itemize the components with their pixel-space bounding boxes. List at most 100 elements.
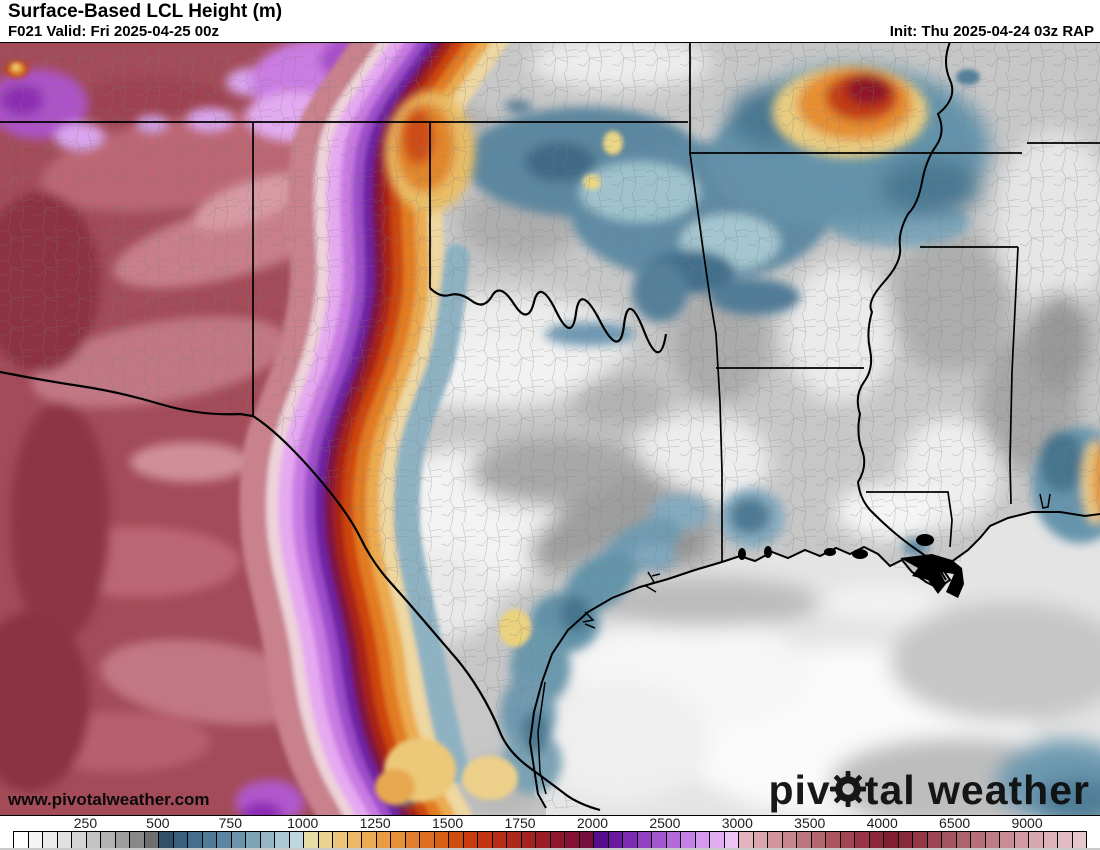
colorbar-cell — [884, 832, 899, 848]
legend-bottom-strip — [0, 848, 1100, 850]
colorbar-cell — [797, 832, 812, 848]
colorbar-cell — [840, 832, 855, 848]
colorbar-cell — [217, 832, 232, 848]
colorbar-cell — [724, 832, 739, 848]
colorbar-cell — [492, 832, 507, 848]
colorbar-cell — [362, 832, 377, 848]
colorbar-cell — [971, 832, 986, 848]
colorbar-cell — [942, 832, 957, 848]
colorbar-cell — [637, 832, 652, 848]
colorbar-cell — [782, 832, 797, 848]
colorbar-tick-label: 250 — [73, 815, 98, 831]
colorbar-cell — [449, 832, 464, 848]
colorbar-cell — [434, 832, 449, 848]
colorbar-tick-label: 1000 — [287, 815, 319, 831]
colorbar-tick-label: 2500 — [649, 815, 681, 831]
colorbar-cell — [115, 832, 130, 848]
map-border — [0, 42, 1100, 43]
model-init-label: Init: Thu 2025-04-24 03z RAP — [889, 23, 1094, 40]
colorbar-cell — [652, 832, 667, 848]
colorbar-cell — [188, 832, 203, 848]
colorbar-cell — [869, 832, 884, 848]
logo-text-before: piv — [768, 767, 831, 813]
colorbar-tick-label: 1250 — [359, 815, 391, 831]
colorbar-cell — [318, 832, 333, 848]
colorbar-cell — [710, 832, 725, 848]
colorbar-cell — [376, 832, 391, 848]
colorbar-cell — [594, 832, 609, 848]
colorbar-cell — [478, 832, 493, 848]
pivotal-weather-logo: piv tal weather — [768, 767, 1090, 814]
colorbar-cell — [159, 832, 174, 848]
colorbar-cell — [579, 832, 594, 848]
colorbar-cell — [565, 832, 580, 848]
colorbar-cell — [391, 832, 406, 848]
colorbar-cell — [420, 832, 435, 848]
colorbar-tick-label: 3500 — [794, 815, 826, 831]
colorbar-cell — [521, 832, 536, 848]
colorbar-cell — [130, 832, 145, 848]
colorbar-cell — [927, 832, 942, 848]
colorbar-cell — [289, 832, 304, 848]
colorbar-cell — [101, 832, 116, 848]
colorbar-tick-label: 750 — [218, 815, 242, 831]
lcl-contour-map — [0, 42, 1100, 816]
colorbar-cell — [956, 832, 971, 848]
colorbar-cell — [913, 832, 928, 848]
page-title: Surface-Based LCL Height (m) — [8, 1, 283, 22]
colorbar-cell — [739, 832, 754, 848]
logo-text-after: tal weather — [864, 767, 1090, 813]
colorbar-tick-label: 6500 — [939, 815, 971, 831]
header: Surface-Based LCL Height (m) F021 Valid:… — [0, 0, 1100, 42]
colorbar-cell — [681, 832, 696, 848]
colorbar-tick-label: 2000 — [576, 815, 609, 831]
colorbar-cell — [246, 832, 261, 848]
watermark-url: www.pivotalweather.com — [8, 790, 210, 809]
map-border — [0, 815, 1100, 816]
colorbar-cell — [898, 832, 913, 848]
colorbar-tick-label: 3000 — [721, 815, 753, 831]
colorbar-cell — [231, 832, 246, 848]
colorbar-cell — [550, 832, 565, 848]
colorbar-tick-label: 9000 — [1011, 815, 1043, 831]
colorbar-cell — [260, 832, 275, 848]
colorbar-cell — [173, 832, 188, 848]
colorbar — [13, 831, 1087, 849]
colorbar-cell — [1029, 832, 1044, 848]
colorbar-cell — [608, 832, 623, 848]
colorbar-cell — [405, 832, 420, 848]
colorbar-cell — [43, 832, 58, 848]
colorbar-cell — [57, 832, 72, 848]
colorbar-cell — [623, 832, 638, 848]
colorbar-cell — [463, 832, 478, 848]
colorbar-tick-label: 500 — [146, 815, 170, 831]
colorbar-cell — [536, 832, 551, 848]
colorbar-cell — [333, 832, 348, 848]
colorbar-cell — [507, 832, 522, 848]
colorbar-cell — [1000, 832, 1015, 848]
county-boundaries — [0, 42, 1100, 810]
delta-marsh — [738, 534, 964, 598]
coastline — [528, 493, 1100, 809]
colorbar-cell — [826, 832, 841, 848]
colorbar-cell — [14, 832, 29, 848]
colorbar-cell — [72, 832, 87, 848]
colorbar-tick-labels: 250 500 750 1000 1250 1500 1750 2000 2500 3000 350… — [0, 815, 1100, 831]
colorbar-cell — [666, 832, 681, 848]
rivers — [0, 42, 954, 812]
colorbar-cell — [811, 832, 826, 848]
colorbar-cell — [28, 832, 43, 848]
colorbar-cell — [1014, 832, 1029, 848]
forecast-map: www.pivotalweather.com piv tal weather — [0, 42, 1100, 816]
colorbar-cell — [695, 832, 710, 848]
colorbar-tick-label: 1500 — [432, 815, 464, 831]
forecast-valid-label: F021 Valid: Fri 2025-04-25 00z — [8, 23, 219, 40]
colorbar-cell — [1043, 832, 1058, 848]
colorbar-cell — [144, 832, 159, 848]
colorbar-cell — [275, 832, 290, 848]
colorbar-cell — [1058, 832, 1073, 848]
gear-icon — [829, 770, 866, 808]
colorbar-tick-label: 4000 — [866, 815, 898, 831]
colorbar-cell — [86, 832, 101, 848]
